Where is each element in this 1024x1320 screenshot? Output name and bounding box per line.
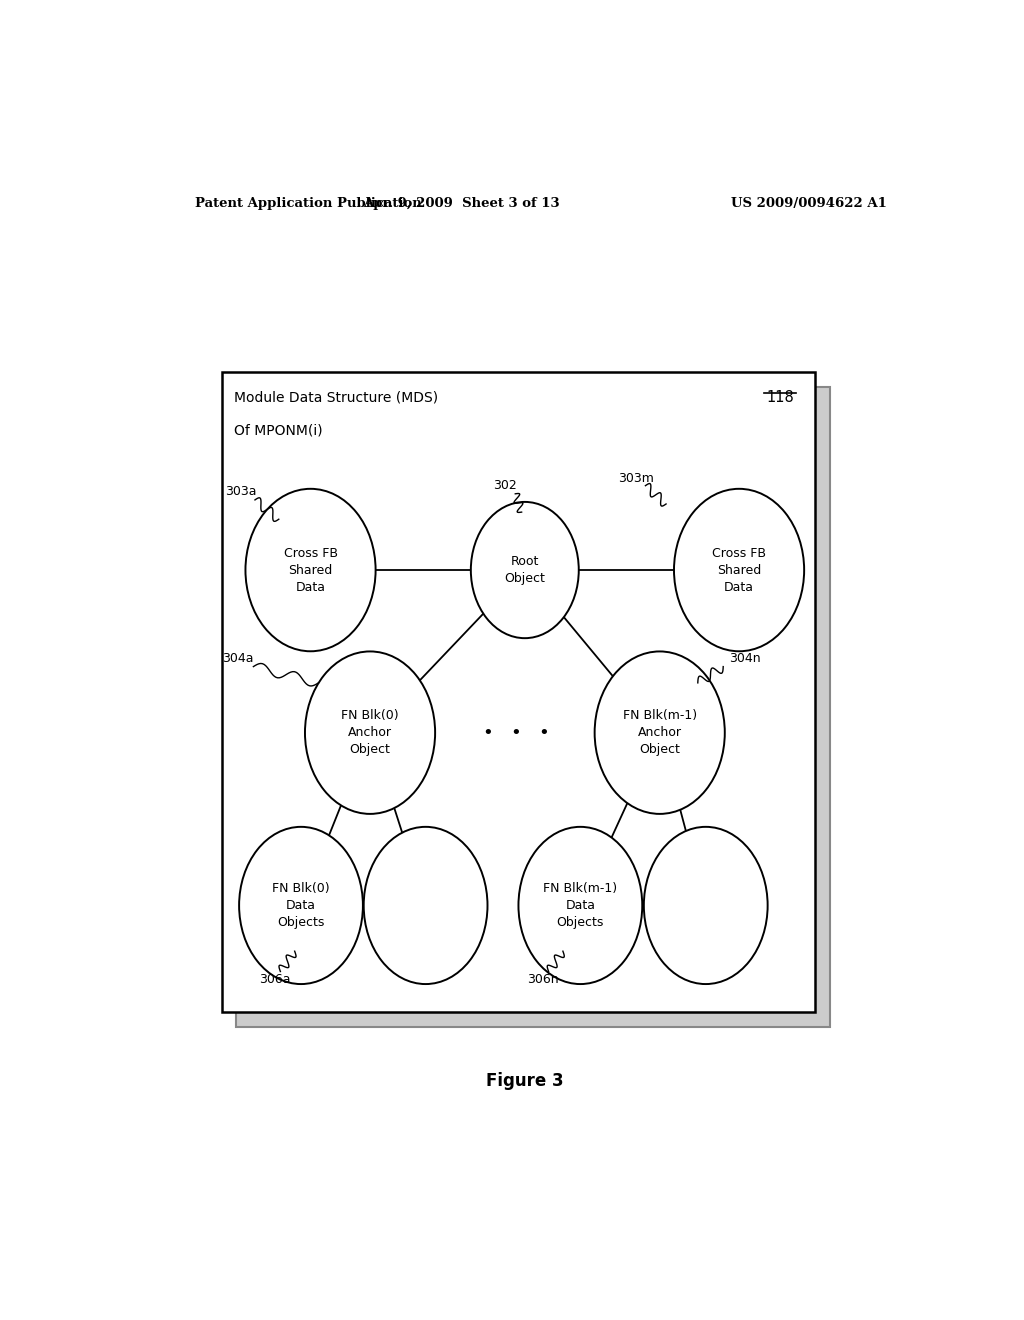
Text: FN Blk(0)
Data
Objects: FN Blk(0) Data Objects xyxy=(272,882,330,929)
Ellipse shape xyxy=(644,826,768,985)
Text: Module Data Structure (MDS): Module Data Structure (MDS) xyxy=(234,391,438,404)
Ellipse shape xyxy=(595,652,725,814)
Text: US 2009/0094622 A1: US 2009/0094622 A1 xyxy=(731,197,887,210)
Text: Figure 3: Figure 3 xyxy=(486,1072,563,1090)
Text: Of MPONM(i): Of MPONM(i) xyxy=(234,424,323,438)
Text: 303a: 303a xyxy=(225,486,256,498)
Text: Root
Object: Root Object xyxy=(505,554,545,585)
Ellipse shape xyxy=(364,826,487,985)
Ellipse shape xyxy=(518,826,642,985)
Text: FN Blk(m-1)
Anchor
Object: FN Blk(m-1) Anchor Object xyxy=(623,709,696,756)
Ellipse shape xyxy=(246,488,376,651)
Text: 118: 118 xyxy=(766,391,794,405)
Bar xyxy=(236,387,829,1027)
Text: Apr. 9, 2009  Sheet 3 of 13: Apr. 9, 2009 Sheet 3 of 13 xyxy=(362,197,560,210)
Text: Cross FB
Shared
Data: Cross FB Shared Data xyxy=(712,546,766,594)
Bar xyxy=(221,372,815,1012)
Text: 306a: 306a xyxy=(259,973,291,986)
Text: Patent Application Publication: Patent Application Publication xyxy=(196,197,422,210)
Text: FN Blk(0)
Anchor
Object: FN Blk(0) Anchor Object xyxy=(341,709,399,756)
Text: Cross FB
Shared
Data: Cross FB Shared Data xyxy=(284,546,338,594)
Ellipse shape xyxy=(471,502,579,638)
Text: •   •   •: • • • xyxy=(483,723,550,742)
Ellipse shape xyxy=(674,488,804,651)
Text: 304a: 304a xyxy=(221,652,253,665)
Text: 302: 302 xyxy=(494,479,517,492)
Text: 304n: 304n xyxy=(729,652,761,665)
Ellipse shape xyxy=(305,652,435,814)
Text: FN Blk(m-1)
Data
Objects: FN Blk(m-1) Data Objects xyxy=(544,882,617,929)
Text: 306n: 306n xyxy=(527,973,559,986)
Text: 303m: 303m xyxy=(617,473,653,484)
Ellipse shape xyxy=(240,826,362,985)
